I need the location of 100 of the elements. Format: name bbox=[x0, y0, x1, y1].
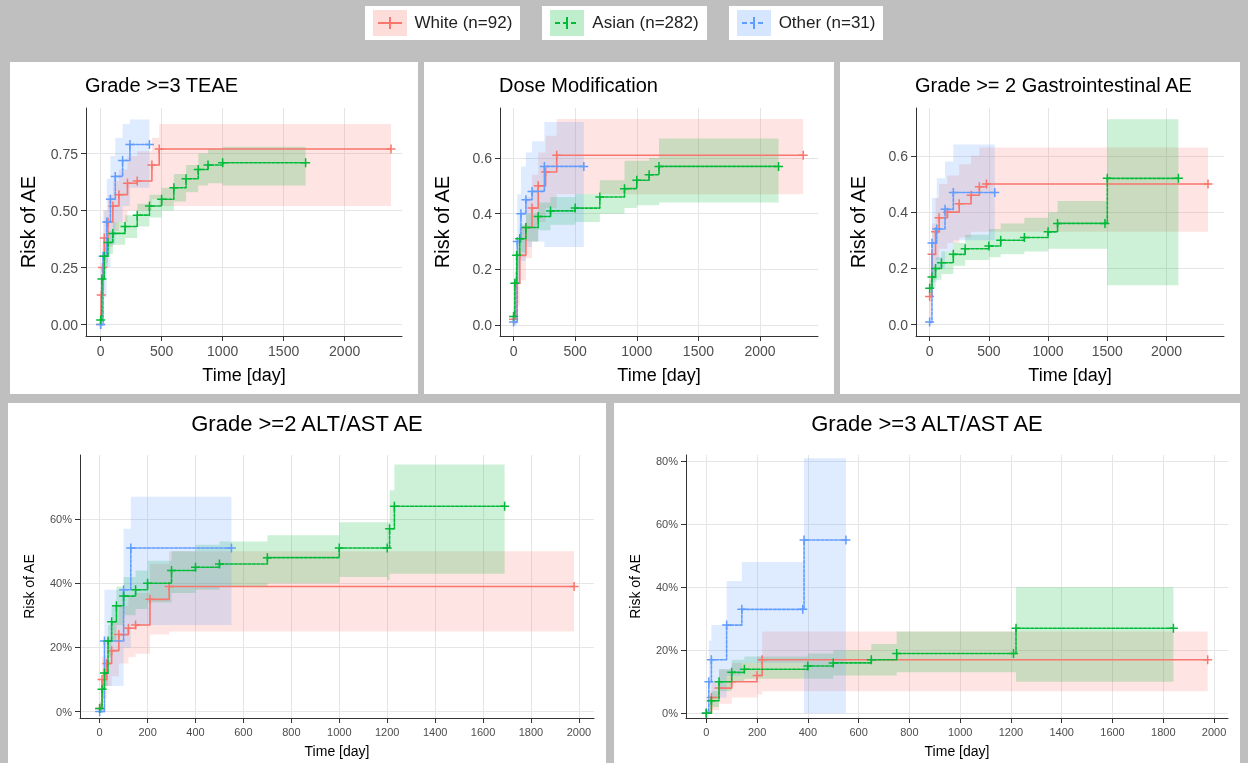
y-tick-label: 0.6 bbox=[472, 150, 493, 167]
point bbox=[802, 660, 814, 672]
y-tick-label: 20% bbox=[655, 644, 679, 657]
y-tick-label: 0.4 bbox=[888, 204, 909, 221]
chart-title: Grade >= 2 Gastrointestinal AE bbox=[915, 74, 1192, 96]
point bbox=[736, 604, 748, 615]
x-tick-label: 2000 bbox=[566, 725, 592, 738]
point bbox=[569, 202, 581, 214]
point bbox=[703, 676, 715, 688]
y-tick-label: 80% bbox=[655, 455, 679, 468]
x-tick-label: 500 bbox=[563, 343, 588, 359]
x-tick-label: 1600 bbox=[1100, 725, 1125, 738]
point bbox=[96, 683, 108, 695]
x-tick-label: 600 bbox=[234, 725, 253, 738]
point bbox=[1099, 218, 1111, 229]
y-axis-title: Risk of AE bbox=[431, 175, 453, 269]
point bbox=[983, 240, 995, 252]
x-tick-label: 400 bbox=[798, 725, 818, 738]
point bbox=[107, 200, 119, 212]
x-tick-label: 1000 bbox=[207, 343, 239, 359]
point bbox=[226, 542, 237, 554]
point bbox=[959, 243, 971, 254]
point bbox=[643, 169, 655, 180]
x-tick-label: 1800 bbox=[1151, 725, 1176, 738]
y-tick-label: 60% bbox=[655, 518, 679, 531]
point bbox=[515, 208, 527, 219]
point bbox=[144, 594, 156, 605]
x-tick-label: 2000 bbox=[1201, 725, 1227, 738]
x-tick-label: 1500 bbox=[682, 343, 715, 359]
point bbox=[106, 616, 117, 628]
point bbox=[721, 619, 732, 631]
point bbox=[102, 237, 114, 248]
point bbox=[180, 173, 192, 184]
x-tick-label: 1500 bbox=[268, 343, 300, 359]
x-tick-label: 2000 bbox=[744, 343, 776, 359]
x-axis-title: Time [day] bbox=[924, 743, 990, 759]
point bbox=[122, 177, 133, 189]
x-tick-label: 1400 bbox=[1049, 725, 1074, 738]
point bbox=[130, 619, 141, 631]
x-tick-label: 400 bbox=[186, 725, 205, 738]
y-tick-label: 0% bbox=[662, 707, 679, 720]
chart-title: Grade >=2 ALT/AST AE bbox=[191, 410, 423, 436]
x-tick-label: 1500 bbox=[1091, 343, 1124, 359]
x-tick-label: 1000 bbox=[1032, 343, 1064, 359]
point bbox=[214, 558, 225, 570]
x-axis-title: Time [day] bbox=[1028, 365, 1112, 385]
y-tick-label: 0.50 bbox=[50, 202, 79, 219]
y-tick-label: 0.2 bbox=[472, 261, 493, 278]
y-tick-label: 0.4 bbox=[472, 205, 493, 222]
legend-label: Asian (n=282) bbox=[592, 13, 699, 33]
point bbox=[153, 143, 165, 155]
point bbox=[1010, 622, 1022, 634]
y-tick-label: 40% bbox=[655, 581, 679, 594]
y-tick-label: 40% bbox=[49, 577, 73, 590]
point bbox=[125, 542, 137, 554]
x-tick-label: 1600 bbox=[470, 725, 496, 738]
point bbox=[124, 139, 136, 150]
point bbox=[1202, 178, 1214, 190]
x-tick-label: 1800 bbox=[518, 725, 544, 738]
point bbox=[568, 581, 580, 592]
x-tick-label: 2000 bbox=[329, 343, 361, 359]
point bbox=[123, 622, 134, 634]
x-tick-label: 1200 bbox=[374, 725, 400, 738]
point bbox=[99, 667, 110, 679]
y-tick-label: 20% bbox=[49, 641, 73, 654]
point bbox=[532, 211, 544, 222]
point bbox=[95, 314, 106, 326]
point bbox=[594, 191, 606, 203]
x-tick-label: 1000 bbox=[327, 725, 352, 738]
point bbox=[797, 604, 809, 615]
chart-title: Dose Modification bbox=[499, 74, 658, 96]
point bbox=[193, 164, 204, 175]
x-tick-label: 800 bbox=[900, 725, 919, 738]
point bbox=[981, 178, 992, 190]
y-tick-label: 0.2 bbox=[888, 260, 909, 277]
x-tick-label: 200 bbox=[138, 725, 157, 738]
x-tick-label: 0 bbox=[509, 343, 518, 359]
point bbox=[107, 228, 119, 239]
x-tick-label: 0 bbox=[96, 343, 105, 359]
point bbox=[385, 143, 397, 155]
x-tick-label: 500 bbox=[149, 343, 174, 359]
x-tick-label: 2000 bbox=[1150, 343, 1183, 359]
point bbox=[202, 159, 214, 171]
point bbox=[131, 175, 143, 187]
y-tick-label: 0.0 bbox=[472, 316, 493, 333]
y-tick-label: 0.25 bbox=[50, 259, 79, 276]
x-tick-label: 1000 bbox=[621, 343, 653, 359]
point bbox=[526, 186, 538, 197]
x-tick-label: 1000 bbox=[947, 725, 973, 738]
point bbox=[156, 193, 167, 205]
point bbox=[653, 161, 665, 172]
point bbox=[827, 657, 839, 669]
point bbox=[526, 202, 538, 214]
y-tick-label: 60% bbox=[49, 513, 73, 526]
point bbox=[713, 676, 725, 688]
point bbox=[578, 161, 590, 172]
point bbox=[797, 150, 809, 161]
chart-title: Grade >=3 TEAE bbox=[85, 74, 239, 96]
point bbox=[739, 663, 750, 675]
point bbox=[144, 200, 155, 212]
